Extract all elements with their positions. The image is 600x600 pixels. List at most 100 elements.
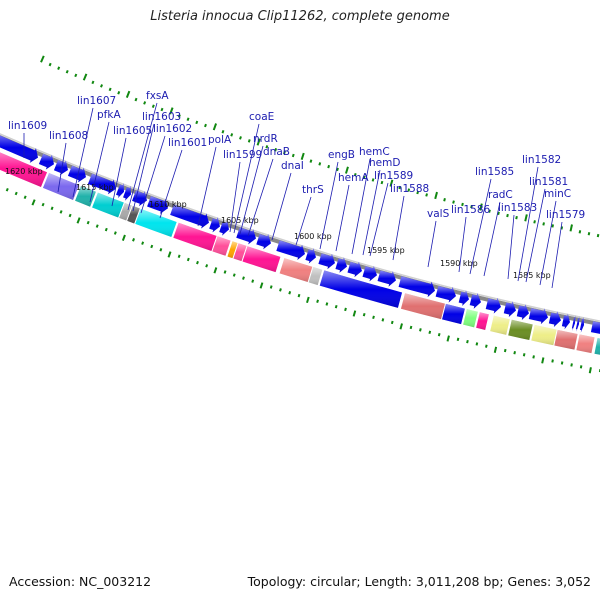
tick-mark	[381, 318, 385, 322]
backbone-shadow	[0, 133, 600, 322]
backbone-layer	[0, 133, 600, 327]
inner-tick-mark	[515, 215, 518, 220]
inner-tick-mark	[221, 130, 225, 134]
inner-tick-mark	[143, 101, 147, 105]
cds-track	[0, 135, 600, 334]
inner-tick-mark	[230, 133, 234, 137]
tick-mark	[50, 206, 54, 211]
cds-arrow-shading	[561, 313, 570, 330]
cog-feature-shading	[442, 303, 465, 325]
tick-mark	[316, 299, 319, 303]
cds-arrow-shading	[318, 253, 335, 270]
cds-arrow-shading	[276, 240, 305, 261]
cog-feature-shading	[75, 185, 96, 207]
tick-mark	[223, 270, 227, 274]
cog-feature-shading	[0, 152, 48, 188]
inner-tick-mark	[151, 104, 155, 108]
tick-mark	[579, 365, 583, 369]
inner-tick-mark	[204, 123, 207, 128]
inner-tick-mark	[309, 159, 313, 163]
tick-mark	[31, 199, 36, 206]
tick-mark	[59, 210, 63, 214]
cds-arrow-shading	[362, 265, 377, 282]
tick-mark	[104, 227, 108, 232]
inner-tick-mark	[380, 180, 384, 185]
cog-feature-shading	[531, 324, 557, 346]
tick-mark	[86, 220, 90, 225]
inner-tick-mark	[186, 117, 190, 121]
gene-leader-line	[469, 178, 492, 275]
map-title: Listeria innocua Clip11262, complete gen…	[150, 9, 450, 24]
tick-mark	[177, 254, 181, 259]
inner-tick-mark	[65, 70, 69, 74]
cog-feature-shading	[127, 205, 140, 224]
tick-mark	[213, 267, 218, 274]
tick-mark	[522, 353, 526, 357]
cds-arrow-shading	[256, 233, 271, 250]
inner-tick-mark	[479, 203, 483, 211]
cds-arrow-shading	[590, 321, 600, 334]
gene-label: lin1589	[374, 170, 413, 182]
tick-mark	[159, 248, 163, 252]
cog-feature-shading	[554, 329, 578, 350]
gene-leader-line	[132, 123, 155, 212]
cog-feature-shading	[594, 338, 600, 355]
kbp-label: 1600 kbp	[294, 232, 332, 241]
gene-label: lin1609	[8, 120, 47, 132]
cog-feature-shading	[135, 208, 177, 238]
inner-tick-mark	[195, 120, 199, 125]
gene-label: thrS	[302, 184, 324, 196]
inner-tick-mark	[560, 226, 564, 230]
cds-arrow-shading	[236, 227, 256, 245]
cds-arrow-shading	[485, 297, 501, 314]
inner-tick-mark	[587, 232, 591, 236]
gene-leader-line	[111, 137, 127, 207]
gene-label: coaE	[249, 111, 274, 123]
inner-tick-mark	[212, 123, 218, 131]
accession-text: Accession: NC_003212	[9, 574, 152, 589]
cds-arrow-shading	[528, 308, 548, 325]
gene-label: lin1599	[223, 149, 262, 161]
inner-tick-mark	[134, 97, 138, 102]
cds-arrow-shading	[435, 285, 456, 303]
gene-leader-line	[525, 188, 546, 283]
gene-leader-line	[319, 161, 339, 250]
cog-feature-shading	[319, 270, 403, 308]
gene-label: dnaI	[281, 160, 304, 172]
inner-tick-mark	[108, 87, 112, 92]
gene-leader-line	[72, 107, 94, 198]
gene-label: fxsA	[146, 90, 169, 102]
cds-arrow-shading	[548, 311, 561, 327]
inner-tick-mark	[596, 233, 600, 238]
gene-leader-line	[229, 161, 241, 233]
kbp-label: 1610 kbp	[149, 200, 187, 209]
tick-mark	[14, 191, 18, 196]
tick-mark	[437, 332, 441, 337]
tick-mark	[167, 251, 172, 258]
gene-label: lin1601	[168, 137, 207, 149]
inner-tick-mark	[389, 179, 394, 187]
cds-arrow-shading	[87, 173, 116, 195]
kbp-label: 1595 kbp	[367, 246, 405, 255]
inner-tick-mark	[434, 191, 438, 200]
gene-leader-line	[483, 201, 501, 277]
gene-leader-line	[159, 149, 183, 219]
cds-arrow-shading	[377, 270, 396, 287]
cog-feature-shading	[576, 334, 595, 354]
tick-mark	[259, 282, 264, 289]
gene-leader-line	[392, 195, 405, 261]
inner-tick-mark	[488, 209, 491, 213]
gene-leader-line	[458, 216, 467, 273]
kbp-scale: 1620 kbp 1615 kbp 1610 kbp 1605 kbp 1600 kbp…	[5, 167, 551, 280]
gene-label: lin1586	[451, 204, 491, 216]
cog-feature-shading	[508, 319, 533, 341]
tick-mark	[279, 288, 282, 292]
gene-leader-line	[369, 182, 389, 257]
kbp-label: 1585 kbp	[513, 271, 551, 280]
cds-arrow-shading	[503, 301, 516, 317]
inner-tick-mark	[443, 198, 446, 202]
inner-tick-mark	[461, 202, 464, 207]
inner-tick-mark	[497, 211, 500, 216]
